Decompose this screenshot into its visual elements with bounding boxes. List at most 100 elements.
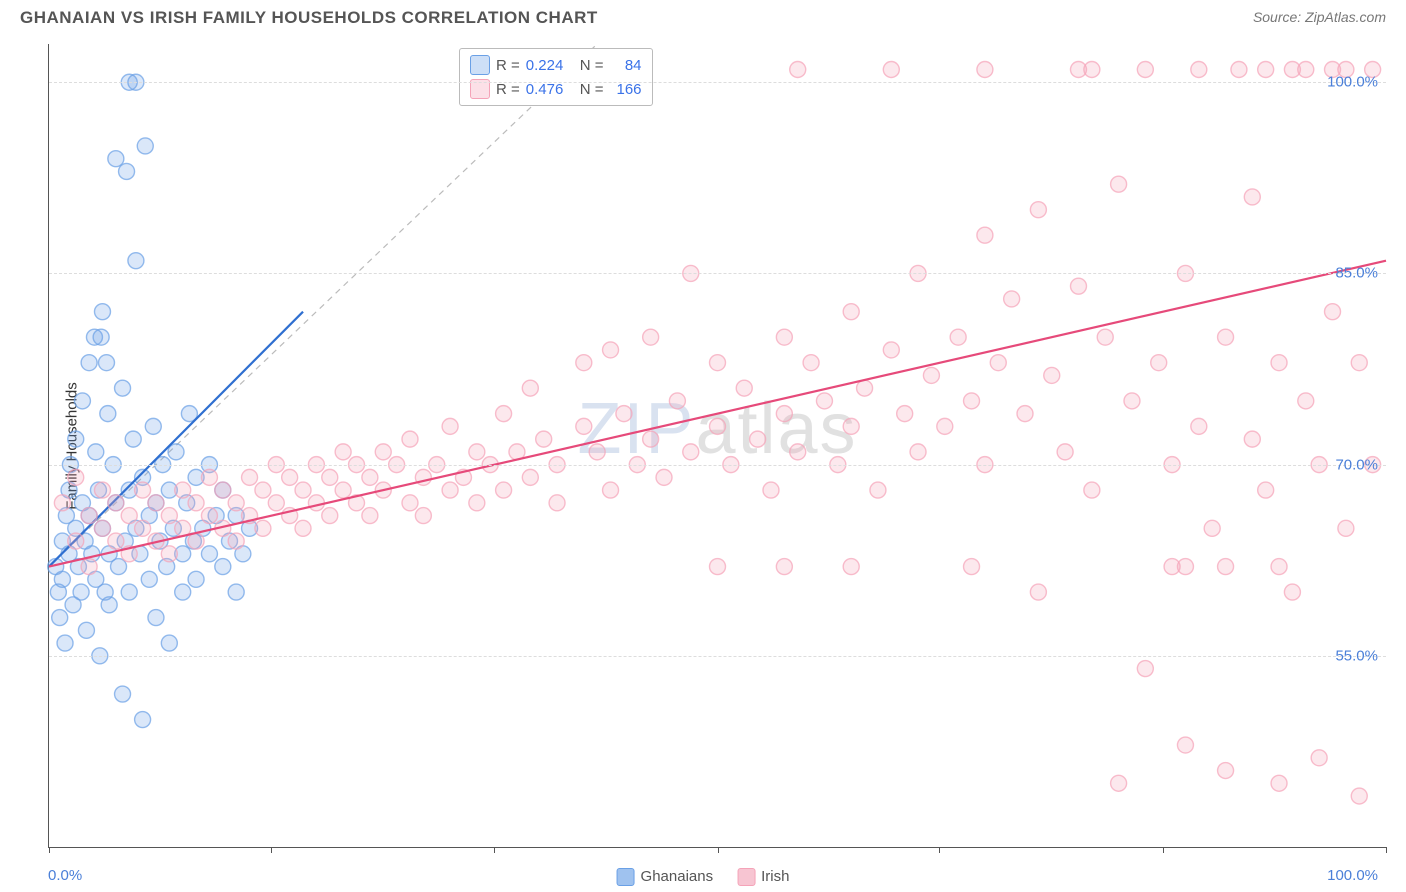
scatter-point <box>1030 584 1046 600</box>
scatter-point <box>128 253 144 269</box>
scatter-point <box>1191 418 1207 434</box>
scatter-point <box>1271 775 1287 791</box>
gridline <box>49 273 1386 274</box>
scatter-point <box>94 520 110 536</box>
scatter-point <box>1258 482 1274 498</box>
scatter-point <box>1258 61 1274 77</box>
source-prefix: Source: <box>1253 9 1305 25</box>
scatter-point <box>98 355 114 371</box>
scatter-point <box>68 533 84 549</box>
scatter-point <box>188 495 204 511</box>
scatter-point <box>148 495 164 511</box>
scatter-point <box>57 635 73 651</box>
scatter-point <box>576 418 592 434</box>
scatter-point <box>228 533 244 549</box>
legend-swatch <box>470 55 490 75</box>
scatter-point <box>402 431 418 447</box>
scatter-point <box>736 380 752 396</box>
scatter-point <box>1244 431 1260 447</box>
scatter-point <box>469 444 485 460</box>
scatter-point <box>1338 520 1354 536</box>
scatter-point <box>883 61 899 77</box>
scatter-point <box>215 482 231 498</box>
scatter-point <box>108 151 124 167</box>
gridline <box>49 82 1386 83</box>
scatter-point <box>121 508 137 524</box>
scatter-point <box>1137 661 1153 677</box>
scatter-point <box>282 469 298 485</box>
legend-label: Irish <box>761 868 789 885</box>
scatter-point <box>255 520 271 536</box>
scatter-point <box>776 559 792 575</box>
scatter-point <box>1311 750 1327 766</box>
scatter-point <box>1030 202 1046 218</box>
scatter-point <box>964 393 980 409</box>
scatter-point <box>201 469 217 485</box>
scatter-point <box>215 559 231 575</box>
scatter-point <box>776 406 792 422</box>
legend-label: Ghanaians <box>641 868 714 885</box>
scatter-point <box>402 495 418 511</box>
scatter-point <box>1097 329 1113 345</box>
scatter-point <box>88 444 104 460</box>
scatter-point <box>616 406 632 422</box>
scatter-point <box>52 610 68 626</box>
scatter-point <box>188 571 204 587</box>
scatter-point <box>977 227 993 243</box>
scatter-point <box>1111 176 1127 192</box>
scatter-point <box>750 431 766 447</box>
scatter-point <box>161 546 177 562</box>
scatter-point <box>93 329 109 345</box>
scatter-point <box>496 482 512 498</box>
scatter-point <box>1218 329 1234 345</box>
scatter-point <box>522 380 538 396</box>
scatter-point <box>1271 559 1287 575</box>
scatter-point <box>175 482 191 498</box>
scatter-point <box>790 61 806 77</box>
scatter-point <box>255 482 271 498</box>
y-tick-label: 100.0% <box>1327 74 1378 91</box>
scatter-point <box>549 495 565 511</box>
scatter-point <box>1057 444 1073 460</box>
legend-swatch <box>737 868 755 886</box>
scatter-point <box>656 469 672 485</box>
legend-item: Irish <box>737 868 789 886</box>
trend-line <box>49 261 1386 567</box>
scatter-point <box>108 533 124 549</box>
scatter-point <box>175 584 191 600</box>
x-tick <box>939 847 940 853</box>
scatter-point <box>950 329 966 345</box>
scatter-point <box>710 559 726 575</box>
scatter-point <box>536 431 552 447</box>
x-axis-min-label: 0.0% <box>48 867 82 884</box>
scatter-point <box>81 559 97 575</box>
scatter-point <box>115 380 131 396</box>
scatter-point <box>803 355 819 371</box>
scatter-point <box>295 482 311 498</box>
scatter-point <box>322 469 338 485</box>
y-tick-label: 85.0% <box>1335 265 1378 282</box>
x-tick <box>271 847 272 853</box>
x-axis-max-label: 100.0% <box>1327 867 1378 884</box>
chart-source: Source: ZipAtlas.com <box>1253 9 1386 27</box>
scatter-point <box>228 584 244 600</box>
scatter-point <box>763 482 779 498</box>
scatter-point <box>148 610 164 626</box>
legend-row: R =0.224N =84 <box>470 53 642 77</box>
scatter-point <box>81 355 97 371</box>
scatter-point <box>1017 406 1033 422</box>
scatter-point <box>415 508 431 524</box>
scatter-point <box>1271 355 1287 371</box>
source-name: ZipAtlas.com <box>1305 9 1386 25</box>
scatter-point <box>776 329 792 345</box>
scatter-point <box>1351 788 1367 804</box>
scatter-point <box>54 571 70 587</box>
x-tick <box>1386 847 1387 853</box>
scatter-point <box>295 520 311 536</box>
scatter-point <box>576 355 592 371</box>
scatter-point <box>816 393 832 409</box>
scatter-point <box>923 367 939 383</box>
scatter-point <box>1111 775 1127 791</box>
scatter-point <box>1204 520 1220 536</box>
scatter-point <box>683 444 699 460</box>
